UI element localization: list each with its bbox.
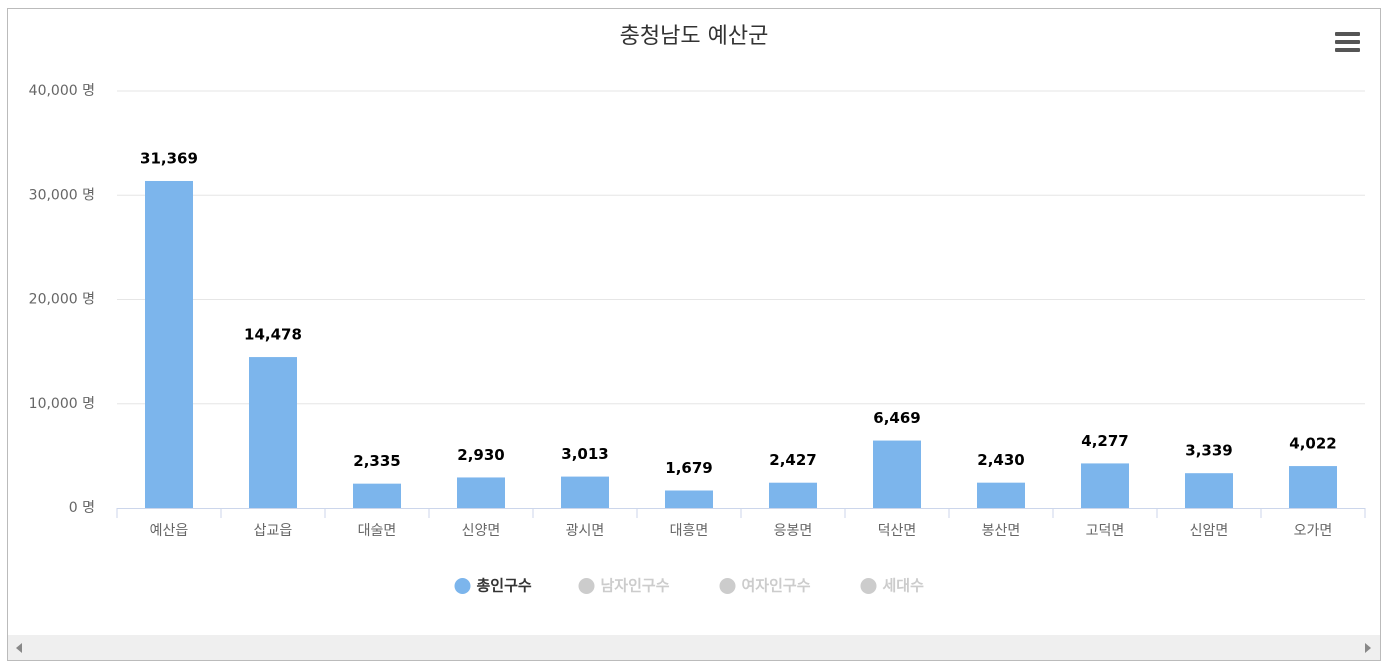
- scrollbar-track: [8, 635, 1380, 660]
- y-tick-label: 10,000 명: [29, 396, 95, 412]
- legend-label[interactable]: 세대수: [883, 577, 925, 595]
- x-tick-label: 광시면: [566, 523, 605, 539]
- x-tick-label: 덕산면: [878, 523, 917, 539]
- bar: [145, 180, 193, 508]
- x-tick-label: 신암면: [1190, 523, 1229, 539]
- legend-label[interactable]: 총인구수: [477, 577, 532, 595]
- data-label: 2,427: [769, 451, 816, 469]
- x-tick-label: 봉산면: [982, 523, 1021, 539]
- data-label: 2,430: [977, 451, 1024, 469]
- y-tick-label: 20,000 명: [29, 292, 95, 308]
- legend-marker[interactable]: [860, 578, 877, 594]
- bar: [665, 490, 713, 508]
- x-tick-label: 신양면: [462, 523, 501, 539]
- menu-button[interactable]: [1335, 32, 1360, 52]
- data-label: 1,679: [665, 459, 712, 477]
- bar: [1081, 463, 1129, 508]
- bar: [873, 440, 921, 508]
- scrollbar[interactable]: [8, 635, 1380, 660]
- bar: [353, 483, 401, 508]
- bar: [977, 482, 1025, 508]
- data-label: 3,013: [561, 445, 608, 463]
- chart-title: 충청남도 예산군: [620, 24, 769, 49]
- y-tick-label: 30,000 명: [29, 187, 95, 203]
- menu-bar: [1335, 40, 1360, 44]
- data-label: 14,478: [244, 326, 302, 344]
- legend-label[interactable]: 남자인구수: [601, 577, 670, 595]
- y-tick-label: 0 명: [69, 500, 95, 516]
- bar: [457, 477, 505, 508]
- x-tick-label: 오가면: [1294, 523, 1333, 539]
- legend-label[interactable]: 여자인구수: [742, 577, 811, 595]
- bar: [561, 476, 609, 508]
- bar: [249, 357, 297, 508]
- scroll-right[interactable]: [1365, 643, 1371, 653]
- data-label: 31,369: [140, 149, 198, 167]
- data-label: 4,277: [1081, 432, 1128, 450]
- legend-marker[interactable]: [578, 578, 595, 594]
- data-label: 6,469: [873, 409, 920, 427]
- y-tick-label: 40,000 명: [29, 83, 95, 99]
- data-label: 2,930: [457, 446, 504, 464]
- menu-bar: [1335, 48, 1360, 52]
- x-tick-label: 예산읍: [150, 523, 189, 539]
- x-tick-label: 삽교읍: [254, 523, 293, 539]
- legend-marker[interactable]: [719, 578, 736, 594]
- x-tick-label: 대흥면: [670, 523, 709, 539]
- bar: [1185, 473, 1233, 508]
- data-label: 4,022: [1289, 435, 1336, 453]
- x-tick-label: 대술면: [358, 523, 397, 539]
- data-label: 2,335: [353, 452, 400, 470]
- x-tick-label: 응봉면: [774, 523, 813, 539]
- data-label: 3,339: [1185, 442, 1232, 460]
- legend-marker[interactable]: [454, 578, 471, 594]
- scroll-left[interactable]: [16, 643, 22, 653]
- bar: [1289, 466, 1337, 508]
- x-tick-label: 고덕면: [1086, 523, 1125, 539]
- chart-frame: [7, 8, 1381, 661]
- menu-bar: [1335, 32, 1360, 36]
- bar: [769, 482, 817, 508]
